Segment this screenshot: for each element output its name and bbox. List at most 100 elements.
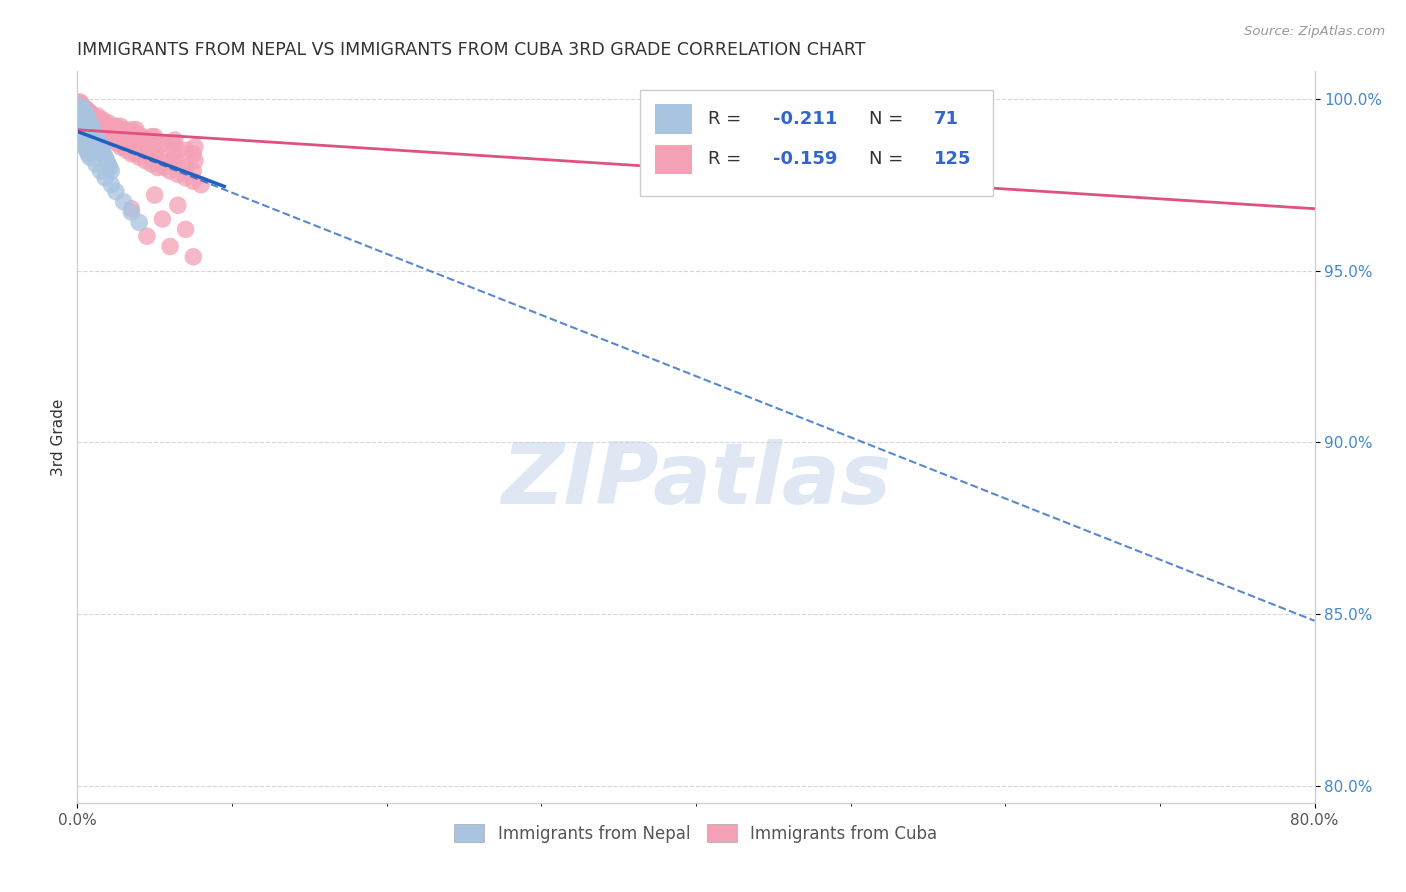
Point — [98, 161, 121, 175]
Point — [72, 102, 94, 116]
Point — [121, 122, 143, 136]
Text: 125: 125 — [934, 150, 972, 168]
Point — [79, 109, 101, 123]
Point — [75, 140, 96, 154]
Point — [77, 105, 100, 120]
Point — [84, 116, 107, 130]
Point — [77, 112, 100, 127]
Point — [121, 146, 143, 161]
Point — [125, 126, 148, 140]
Point — [84, 136, 107, 151]
Point — [83, 112, 105, 127]
Point — [183, 174, 205, 188]
Point — [75, 105, 96, 120]
Point — [84, 129, 107, 144]
Point — [91, 112, 114, 127]
Point — [80, 120, 103, 134]
Point — [70, 105, 93, 120]
Point — [70, 116, 93, 130]
Point — [184, 140, 207, 154]
Point — [143, 129, 166, 144]
Point — [152, 136, 174, 151]
Point — [76, 122, 98, 136]
Point — [115, 144, 138, 158]
Point — [100, 133, 122, 147]
Point — [69, 102, 91, 116]
Point — [90, 164, 111, 178]
Point — [84, 116, 107, 130]
Point — [76, 109, 98, 123]
Point — [76, 129, 98, 144]
Text: 71: 71 — [934, 110, 959, 128]
Point — [100, 164, 122, 178]
Point — [100, 126, 122, 140]
Point — [72, 102, 94, 116]
Point — [75, 102, 96, 116]
Point — [87, 112, 110, 127]
Point — [159, 239, 181, 253]
Point — [75, 102, 96, 116]
Point — [112, 140, 135, 154]
Text: Source: ZipAtlas.com: Source: ZipAtlas.com — [1244, 25, 1385, 38]
Point — [82, 112, 104, 127]
Point — [80, 122, 103, 136]
Point — [93, 146, 115, 161]
Point — [131, 129, 153, 144]
Point — [82, 109, 104, 123]
Point — [94, 150, 117, 164]
Point — [128, 215, 150, 229]
Point — [69, 112, 91, 127]
Point — [153, 161, 176, 175]
Point — [105, 120, 127, 134]
Point — [67, 98, 90, 112]
Point — [94, 170, 117, 185]
Point — [103, 133, 125, 147]
Point — [70, 98, 93, 112]
Point — [183, 146, 205, 161]
Point — [77, 109, 100, 123]
Point — [75, 133, 96, 147]
Point — [70, 98, 93, 112]
Point — [167, 167, 190, 181]
FancyBboxPatch shape — [655, 145, 692, 174]
Point — [100, 178, 122, 192]
Point — [86, 140, 108, 154]
Point — [86, 116, 108, 130]
Point — [76, 109, 98, 123]
Point — [76, 105, 98, 120]
Point — [70, 122, 93, 136]
Point — [79, 120, 101, 134]
Point — [94, 126, 117, 140]
Point — [84, 112, 107, 127]
Point — [76, 112, 98, 127]
Point — [75, 105, 96, 120]
Point — [141, 129, 163, 144]
Point — [152, 150, 174, 164]
Point — [163, 150, 186, 164]
Point — [69, 98, 91, 112]
Point — [125, 146, 148, 161]
Point — [174, 144, 197, 158]
Point — [96, 153, 118, 168]
Point — [77, 146, 100, 161]
Point — [163, 133, 186, 147]
Point — [76, 102, 98, 116]
Point — [70, 109, 93, 123]
Point — [70, 102, 93, 116]
Point — [69, 102, 91, 116]
Point — [87, 120, 110, 134]
Point — [184, 153, 207, 168]
Point — [146, 161, 169, 175]
Text: R =: R = — [709, 110, 748, 128]
Point — [79, 150, 101, 164]
Point — [107, 129, 129, 144]
Point — [110, 120, 132, 134]
Point — [76, 105, 98, 120]
Point — [72, 136, 94, 151]
Point — [174, 170, 197, 185]
Point — [69, 120, 91, 134]
Point — [162, 136, 184, 151]
Point — [72, 126, 94, 140]
Point — [82, 122, 104, 136]
Point — [84, 157, 107, 171]
